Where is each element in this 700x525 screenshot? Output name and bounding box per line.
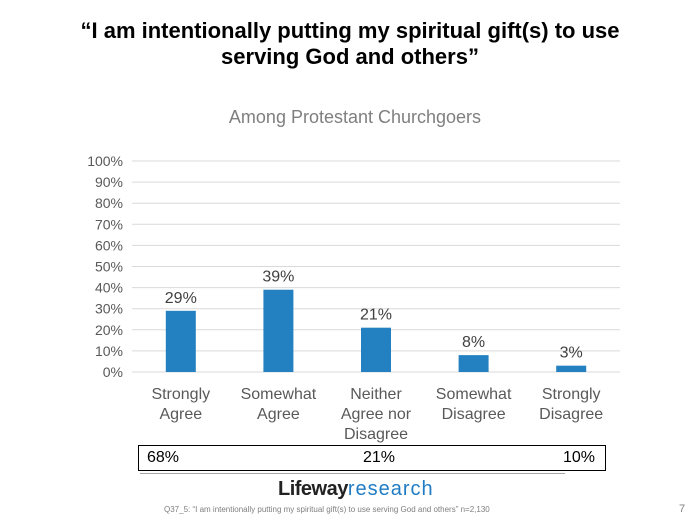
summary-box: 68% 21% 10% [138, 445, 606, 471]
category-label: Agree [257, 406, 300, 423]
bar-chart: 0% 10% 20% 30% 40% 50% 60% 70% 80% 90% 100% 29% Stro… [87, 153, 620, 443]
bar [263, 289, 294, 372]
category-label: Agree nor [341, 406, 412, 423]
category-label: Strongly [151, 386, 210, 403]
category-label: Somewhat [241, 386, 317, 403]
y-tick-label: 70% [95, 216, 123, 232]
page-number: 7 [679, 503, 686, 515]
y-tick-label: 20% [95, 322, 123, 338]
y-tick-label: 0% [103, 364, 123, 380]
y-tick-label: 60% [95, 237, 123, 253]
data-label: 3% [560, 345, 583, 362]
y-tick-label: 10% [95, 343, 123, 359]
category-label: Neither [350, 386, 402, 403]
data-label: 21% [360, 307, 392, 324]
bar [361, 327, 391, 372]
category-label: Agree [159, 406, 202, 423]
summary-disagree: 10% [563, 449, 596, 466]
category-label: Disagree [442, 406, 506, 423]
logo-research: research [347, 478, 434, 500]
data-label: 8% [462, 334, 485, 351]
y-tick-label: 50% [95, 259, 123, 275]
bar [165, 310, 196, 372]
data-label: 29% [165, 290, 197, 307]
data-label: 39% [262, 269, 294, 286]
logo-lifeway: Lifeway [278, 478, 348, 500]
chart-title: Among Protestant Churchgoers [228, 107, 482, 127]
y-tick-label: 80% [95, 195, 123, 211]
y-tick-label: 100% [87, 153, 123, 169]
y-tick-label: 90% [95, 174, 123, 190]
bar [458, 355, 489, 372]
footnote: Q37_5: “I am intentionally putting my sp… [164, 505, 490, 514]
summary-agree: 68% [147, 449, 180, 466]
slide-title: “I am intentionally putting my spiritual… [0, 18, 700, 70]
y-tick-label: 30% [95, 301, 123, 317]
category-label: Disagree [344, 426, 408, 443]
lifeway-research-logo: Lifewayresearch [278, 478, 434, 501]
title-line-1: “I am intentionally putting my spiritual… [80, 18, 620, 43]
category-label: Somewhat [436, 386, 512, 403]
category-label: Disagree [539, 406, 603, 423]
divider [140, 473, 565, 474]
category-label: Strongly [542, 386, 601, 403]
y-tick-label: 40% [95, 280, 123, 296]
summary-neither: 21% [363, 449, 396, 466]
title-line-2: serving God and others” [221, 44, 479, 69]
bar [556, 365, 587, 372]
